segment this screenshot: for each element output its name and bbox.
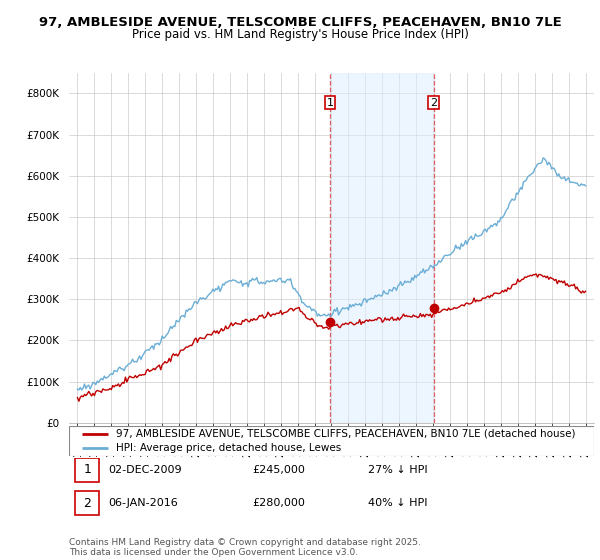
- Text: 27% ↓ HPI: 27% ↓ HPI: [368, 465, 428, 475]
- Text: 97, AMBLESIDE AVENUE, TELSCOMBE CLIFFS, PEACEHAVEN, BN10 7LE (detached house): 97, AMBLESIDE AVENUE, TELSCOMBE CLIFFS, …: [116, 429, 576, 439]
- Text: HPI: Average price, detached house, Lewes: HPI: Average price, detached house, Lewe…: [116, 443, 341, 453]
- Bar: [76, 458, 99, 482]
- Bar: [330, 73, 434, 423]
- Text: 1: 1: [326, 97, 334, 108]
- Text: 1: 1: [83, 463, 91, 476]
- Text: 2: 2: [83, 497, 91, 510]
- Text: 97, AMBLESIDE AVENUE, TELSCOMBE CLIFFS, PEACEHAVEN, BN10 7LE: 97, AMBLESIDE AVENUE, TELSCOMBE CLIFFS, …: [38, 16, 562, 29]
- Text: 2: 2: [430, 97, 437, 108]
- Text: Price paid vs. HM Land Registry's House Price Index (HPI): Price paid vs. HM Land Registry's House …: [131, 28, 469, 41]
- Text: £245,000: £245,000: [253, 465, 305, 475]
- Text: 40% ↓ HPI: 40% ↓ HPI: [368, 498, 428, 508]
- Text: 02-DEC-2009: 02-DEC-2009: [109, 465, 182, 475]
- Text: Contains HM Land Registry data © Crown copyright and database right 2025.
This d: Contains HM Land Registry data © Crown c…: [69, 538, 421, 557]
- Text: £280,000: £280,000: [253, 498, 305, 508]
- Text: 06-JAN-2016: 06-JAN-2016: [109, 498, 178, 508]
- Bar: [76, 491, 99, 515]
